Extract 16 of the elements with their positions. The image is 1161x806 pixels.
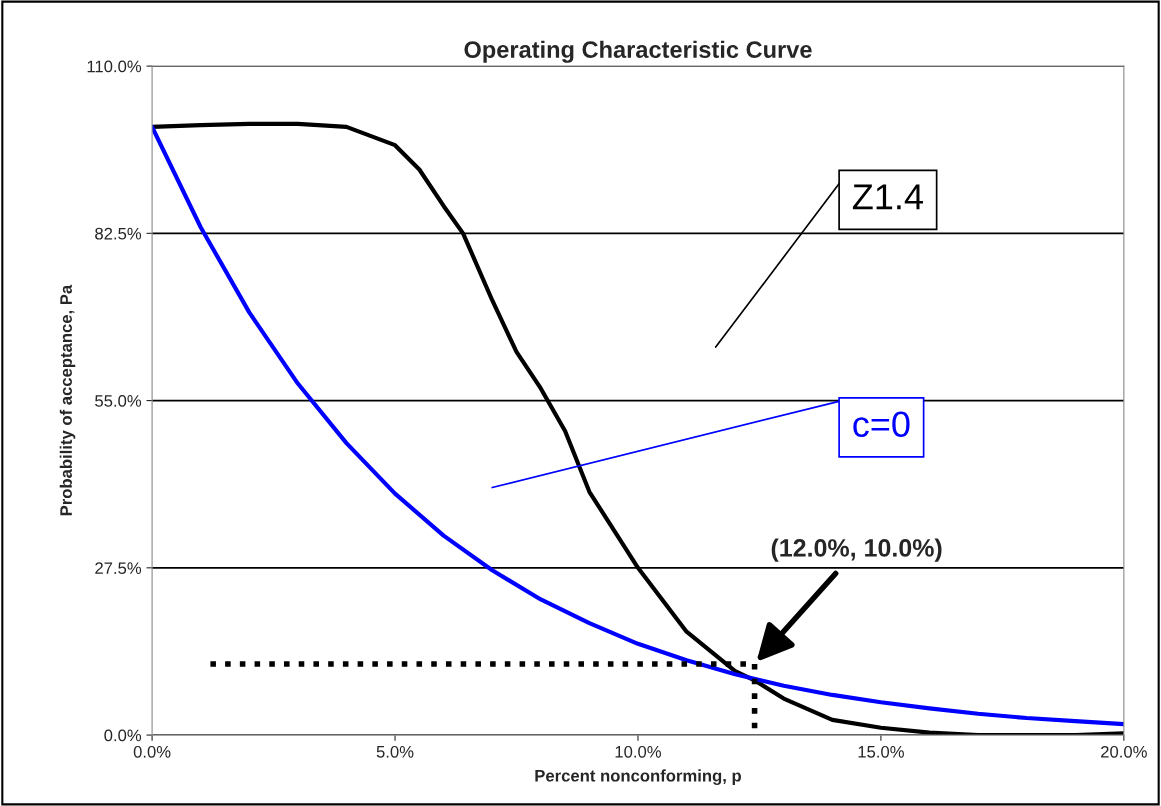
text: Z1.4 [852,184,923,210]
text: c=0 [853,411,910,438]
x-tick-label: 15.0% [858,745,904,758]
x-tick-label: 0.0% [133,745,171,758]
x-axis-title: Percent nonconforming, p [535,769,741,785]
y-tick-label: 110.0% [87,60,142,73]
chart-title: Operating Characteristic Curve [464,40,812,63]
annotation: (12.0%, 10.0%) [771,538,942,562]
y-tick-label: 55.0% [95,394,142,407]
y-tick-label: 27.5% [95,562,142,575]
x-tick-label: 10.0% [615,745,662,758]
x-tick-label: 20.0% [1101,745,1147,758]
y-axis-title: Probability of acceptance, Pa [59,284,76,516]
y-tick-label: 82.5% [95,227,142,240]
x-tick-label: 5.0% [376,745,414,758]
y-tick-label: 0.0% [104,729,142,742]
